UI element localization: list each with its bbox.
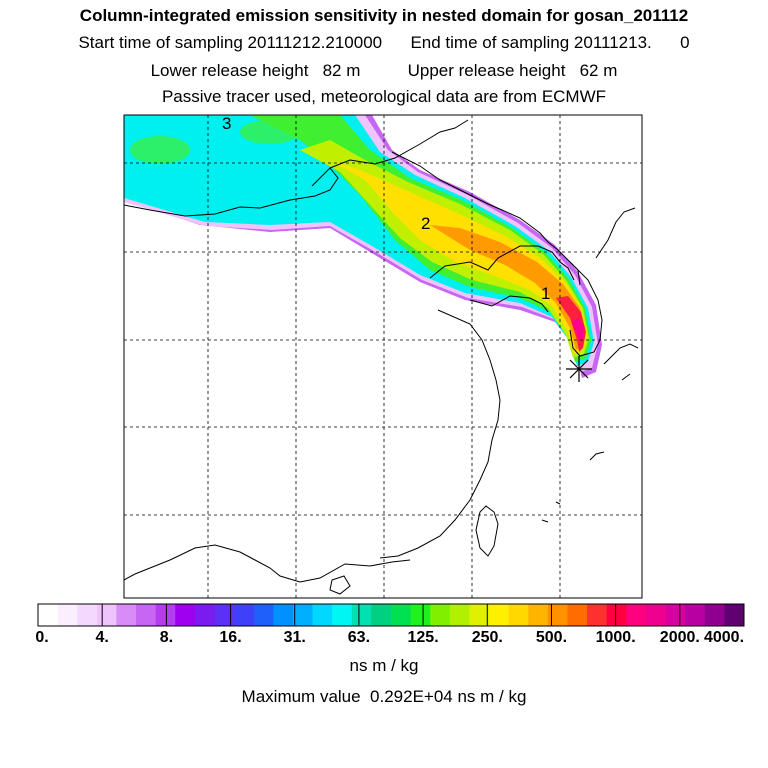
korea-east-coast xyxy=(595,207,636,259)
chart-title: Column-integrated emission sensitivity i… xyxy=(79,6,689,25)
colorbar-cell xyxy=(704,604,725,626)
plume-patch-green-2 xyxy=(240,120,300,144)
colorbar-cell xyxy=(489,604,510,626)
colorbar-cell xyxy=(351,604,372,626)
colorbar-tick-label: 4000. xyxy=(703,629,745,646)
colorbar-tick-label: 16. xyxy=(219,629,242,646)
colorbar-cell xyxy=(547,604,568,626)
coast-shandong xyxy=(469,295,549,313)
sampling-time-line: Start time of sampling 20111212.210000 E… xyxy=(78,33,690,52)
plume-contour-yellow xyxy=(330,160,587,354)
colorbar-cell xyxy=(508,604,529,626)
tracer-info-line: Passive tracer used, meteorological data… xyxy=(161,87,607,106)
plume-patch-green xyxy=(130,136,190,164)
colorbar-cell xyxy=(567,604,588,626)
map-frame xyxy=(123,114,643,599)
colorbar-cell xyxy=(155,604,176,626)
marker-3: 3 xyxy=(222,114,231,133)
colorbar-cell xyxy=(96,604,117,626)
colorbar-cell xyxy=(234,604,255,626)
colorbar-cell xyxy=(292,604,314,626)
colorbar-cell xyxy=(469,604,490,626)
colorbar-cell xyxy=(685,604,706,626)
colorbar-unit: ns m / kg xyxy=(349,656,419,675)
colorbar-cell xyxy=(253,604,274,626)
colorbar-cell xyxy=(391,604,412,626)
colorbar-cell xyxy=(214,604,235,626)
hainan xyxy=(329,575,351,595)
japan-coast xyxy=(603,343,639,365)
taiwan xyxy=(475,505,499,557)
colorbar-cell xyxy=(587,604,608,626)
colorbar-cell xyxy=(606,604,627,626)
colorbar-cell xyxy=(116,604,137,626)
colorbar-tick-label: 0. xyxy=(35,629,49,646)
coast-china xyxy=(379,309,501,559)
maximum-value-text: Maximum value 0.292E+04 ns m / kg xyxy=(241,687,527,706)
sensitivity-plume xyxy=(124,115,602,378)
colorbar-cell xyxy=(57,604,78,626)
colorbar-cell xyxy=(273,604,294,626)
colorbar-frame xyxy=(37,603,745,627)
colorbar-tick-label: 2000. xyxy=(659,629,700,646)
release-height-line: Lower release height 82 m Upper release … xyxy=(150,61,618,80)
colorbar-cell xyxy=(665,604,686,626)
colorbar-cell xyxy=(194,604,215,626)
colorbar xyxy=(38,604,745,626)
colorbar-cell xyxy=(312,604,333,626)
marker-2: 2 xyxy=(421,214,430,233)
colorbar-ticks xyxy=(101,604,681,626)
colorbar-cell xyxy=(175,604,196,626)
colorbar-cell xyxy=(371,604,392,626)
plume-contour-orange xyxy=(430,225,585,350)
marker-1: 1 xyxy=(541,284,550,303)
colorbar-tick-label: 8. xyxy=(159,629,174,646)
map-gridlines xyxy=(124,115,642,598)
ryukyu xyxy=(541,373,631,523)
plume-contour-magenta xyxy=(572,318,584,340)
coastlines xyxy=(124,119,639,595)
colorbar-cell xyxy=(645,604,667,626)
colorbar-tick-label: 250. xyxy=(471,629,503,646)
colorbar-cell xyxy=(410,604,431,626)
colorbar-cell xyxy=(332,604,353,626)
colorbar-cell xyxy=(626,604,647,626)
colorbar-cell xyxy=(77,604,98,626)
colorbar-tick-label: 1000. xyxy=(595,629,636,646)
colorbar-tick-label: 63. xyxy=(347,629,371,646)
colorbar-cell xyxy=(528,604,549,626)
border-north-2 xyxy=(311,167,331,187)
colorbar-cell xyxy=(136,604,157,626)
colorbar-tick-label: 4. xyxy=(95,629,109,646)
colorbar-cell xyxy=(449,604,470,626)
colorbar-cell xyxy=(430,604,451,626)
colorbar-tick-label: 125. xyxy=(407,629,439,646)
asterisk-receptor-icon xyxy=(566,356,592,382)
inner-border-sw xyxy=(124,544,411,583)
plume-contour-cyan xyxy=(124,115,594,366)
colorbar-cell xyxy=(38,604,59,626)
colorbar-cell xyxy=(724,604,745,626)
colorbar-tick-label: 500. xyxy=(535,629,568,646)
coast-bohai xyxy=(429,245,575,281)
colorbar-tick-label: 31. xyxy=(283,629,306,646)
border-north xyxy=(124,119,469,217)
